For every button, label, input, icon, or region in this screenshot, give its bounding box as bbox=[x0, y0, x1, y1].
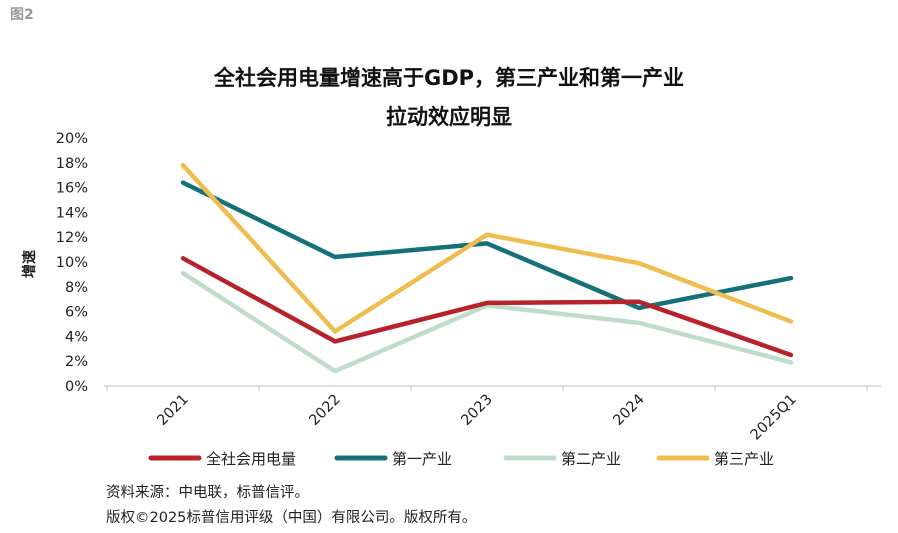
series-line bbox=[180, 256, 794, 358]
y-tick-label: 16% bbox=[56, 181, 88, 197]
series-line bbox=[180, 270, 794, 374]
x-tick-label: 2024 bbox=[610, 392, 647, 429]
legend-label: 全社会用电量 bbox=[206, 450, 296, 468]
y-tick-label: 0% bbox=[65, 379, 88, 395]
y-tick-label: 8% bbox=[65, 280, 88, 296]
figure-label: 图2 bbox=[10, 7, 34, 23]
legend: 全社会用电量 第一产业 第二产业 第三产业 bbox=[148, 450, 774, 468]
copyright-note: 版权©2025标普信用评级（中国）有限公司。版权所有。 bbox=[106, 510, 477, 526]
source-note: 资料来源：中电联，标普信评。 bbox=[106, 485, 309, 501]
chart-title-line1: 全社会用电量增速高于GDP，第三产业和第一产业 bbox=[213, 66, 685, 90]
x-tick-label: 2021 bbox=[154, 392, 191, 429]
y-tick-label: 10% bbox=[56, 255, 88, 271]
y-tick-label: 4% bbox=[65, 329, 88, 345]
legend-label: 第一产业 bbox=[392, 450, 452, 468]
y-tick-label: 2% bbox=[65, 354, 88, 370]
y-tick-label: 12% bbox=[56, 230, 88, 246]
legend-label: 第二产业 bbox=[561, 450, 621, 468]
y-tick-label: 18% bbox=[56, 156, 88, 172]
series-line bbox=[180, 163, 794, 334]
y-axis-label: 增速 bbox=[21, 250, 38, 278]
x-tick-label: 2023 bbox=[458, 392, 495, 429]
x-tick-label: 2025Q1 bbox=[748, 392, 800, 444]
legend-label: 第三产业 bbox=[714, 450, 774, 468]
y-tick-label: 6% bbox=[65, 305, 88, 321]
y-tick-label: 20% bbox=[56, 131, 88, 147]
x-tick-label: 2022 bbox=[306, 392, 343, 429]
chart-title-line2: 拉动效应明显 bbox=[386, 105, 512, 129]
y-tick-label: 14% bbox=[56, 205, 88, 221]
series-line bbox=[180, 180, 794, 311]
